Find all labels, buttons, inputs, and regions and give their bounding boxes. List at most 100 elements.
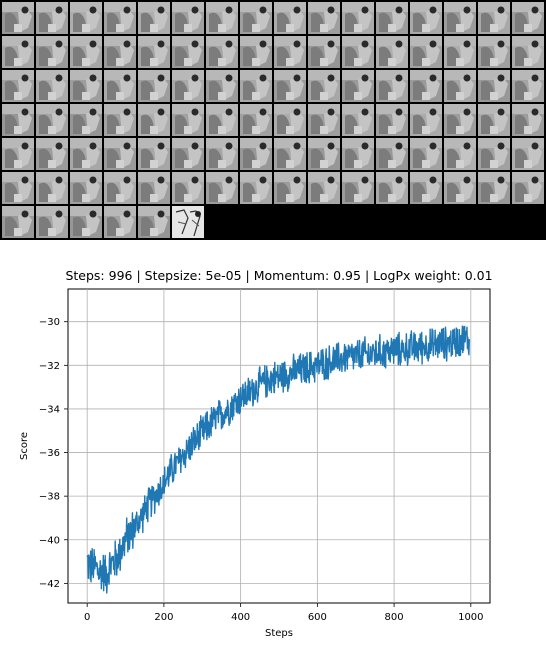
sample-grid [0,0,546,240]
sample-tile [274,138,306,170]
sample-tile [512,2,544,34]
sample-tile [206,172,238,204]
x-axis-ticks: 0 200 400 600 800 1000 [84,603,484,623]
sample-tile [36,172,68,204]
y-tick-label: −30 [39,317,60,328]
sample-tile [410,70,442,102]
sample-tile [308,70,340,102]
sample-tile [478,36,510,68]
y-tick-label: −36 [39,448,60,459]
x-tick-label: 0 [84,612,90,623]
sample-tile [2,172,34,204]
sample-tile [240,70,272,102]
sample-tile [478,138,510,170]
sample-tile-highlighted [172,206,204,238]
y-tick-label: −34 [39,404,60,415]
sample-tile [342,70,374,102]
sample-tile [342,36,374,68]
sample-tile [206,2,238,34]
sample-tile [274,104,306,136]
sample-tile [2,138,34,170]
sample-tile [410,138,442,170]
sample-tile [172,104,204,136]
sample-tile [36,2,68,34]
sample-tile [240,104,272,136]
chart-title: Steps: 996 | Stepsize: 5e-05 | Momentum:… [65,268,493,283]
sample-tile [36,70,68,102]
sample-tile [240,2,272,34]
sample-tile [70,36,102,68]
y-tick-label: −32 [39,361,60,372]
sample-tile [376,172,408,204]
sample-tile [206,36,238,68]
sample-tile [410,104,442,136]
sample-tile [138,206,170,238]
x-tick-label: 1000 [458,612,483,623]
sample-tile [2,104,34,136]
x-tick-label: 800 [385,612,404,623]
sample-tile [478,104,510,136]
sample-tile [172,172,204,204]
x-tick-label: 400 [231,612,250,623]
sample-tile [70,172,102,204]
sample-tile [138,172,170,204]
sample-tile [308,138,340,170]
sample-tile [172,138,204,170]
sample-tile [206,70,238,102]
sample-tile [104,104,136,136]
sample-tile [274,2,306,34]
sample-tile [512,172,544,204]
x-axis-label: Steps [265,628,293,639]
sample-tile [240,172,272,204]
sample-tile [138,104,170,136]
score-series-line [86,325,470,594]
plot-frame [67,288,491,604]
sample-tile [240,138,272,170]
sample-tile [376,36,408,68]
sample-tile [444,138,476,170]
sample-tile [308,2,340,34]
sample-tile [2,36,34,68]
sample-tile [308,104,340,136]
sample-tile [36,36,68,68]
sample-tile [444,2,476,34]
sample-tile [36,138,68,170]
sample-tile [172,2,204,34]
sample-tile [274,70,306,102]
sample-tile [478,2,510,34]
x-tick-label: 600 [308,612,327,623]
sample-tile [512,104,544,136]
sample-tile [36,104,68,136]
sample-tile [104,206,136,238]
sample-tile [70,104,102,136]
sample-tile [2,206,34,238]
sample-tile [444,36,476,68]
sample-tile [478,70,510,102]
series-layer [86,325,470,594]
y-tick-label: −40 [39,535,60,546]
sample-tile [478,172,510,204]
sample-tile [376,138,408,170]
sample-tile [36,206,68,238]
sample-tile [206,104,238,136]
sample-tile [308,172,340,204]
x-tick-label: 200 [154,612,173,623]
y-tick-label: −42 [39,579,60,590]
score-chart-svg: 0 200 400 600 800 1000 −42−40−38−36−34−32−30 … [19,288,491,639]
sample-tile [308,36,340,68]
sample-tile [444,172,476,204]
sample-tile [138,70,170,102]
sample-tile [444,70,476,102]
sample-tile [70,206,102,238]
sample-tile [70,2,102,34]
sample-tile [410,2,442,34]
sample-tile [70,138,102,170]
sample-tile [342,104,374,136]
sample-tile [206,138,238,170]
y-axis-label: Score [19,432,30,460]
sample-tile [172,36,204,68]
sample-tile [172,70,204,102]
sample-tile [410,172,442,204]
score-chart: 0 200 400 600 800 1000 −42 −40 −38 −36 −34 −32 −30 … [0,240,546,648]
sample-tile [104,70,136,102]
